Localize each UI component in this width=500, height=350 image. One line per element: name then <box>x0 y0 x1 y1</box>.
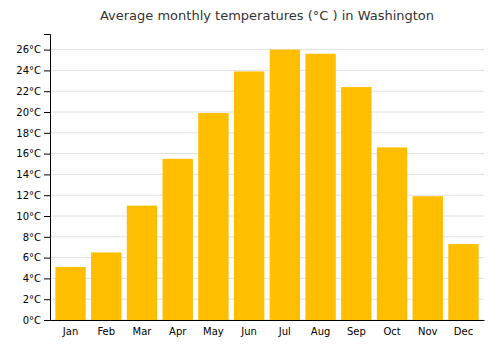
x-tick-label: Feb <box>97 326 115 337</box>
y-tick-label: 10°C <box>16 211 41 222</box>
chart-container: 0°C 2°C 4°C 6°C 8°C 10°C 12°C 14°C 16°C 18°C 20°C 2… <box>0 0 500 350</box>
grid-line <box>50 153 484 154</box>
bars <box>55 50 478 320</box>
bar <box>55 267 85 320</box>
y-tick: 8°C <box>23 232 50 243</box>
grid <box>50 50 484 320</box>
grid-line <box>50 132 484 133</box>
x-tick: Oct <box>383 320 400 337</box>
y-tick-label: 24°C <box>16 65 41 76</box>
y-tick-mark <box>44 195 50 196</box>
y-tick-label: 4°C <box>23 273 41 284</box>
y-tick: 6°C <box>23 252 50 263</box>
x-tick: Aug <box>311 320 331 337</box>
y-tick: 22°C <box>16 86 50 97</box>
y-tick-label: 22°C <box>16 86 41 97</box>
y-tick: 18°C <box>16 128 50 139</box>
bar <box>448 244 478 320</box>
x-tick: Feb <box>97 320 115 337</box>
x-tick: Jun <box>240 320 257 337</box>
bar <box>91 252 121 320</box>
y-tick-label: 18°C <box>16 128 41 139</box>
x-tick: Mar <box>133 320 153 337</box>
y-tick: 16°C <box>16 148 50 159</box>
x-tick-label: Aug <box>311 326 331 337</box>
x-tick-label: Sep <box>347 326 366 337</box>
y-tick: 20°C <box>16 107 50 118</box>
y-tick: 24°C <box>16 65 50 76</box>
x-tick-label: Mar <box>133 326 153 337</box>
y-tick-mark <box>44 70 50 71</box>
y-tick-mark <box>44 320 50 321</box>
x-axis: Jan Feb Mar Apr May Jun Jul Aug Sep Oct Nov Dec <box>51 320 485 337</box>
y-tick-mark <box>44 50 50 51</box>
y-tick-label: 14°C <box>16 169 41 180</box>
x-axis-line <box>51 320 485 321</box>
y-axis: 0°C 2°C 4°C 6°C 8°C 10°C 12°C 14°C 16°C 18°C 20°C 2… <box>16 35 50 326</box>
y-tick-label: 26°C <box>16 44 41 55</box>
grid-line <box>50 91 484 92</box>
x-tick: Dec <box>454 320 473 337</box>
chart-svg: 0°C 2°C 4°C 6°C 8°C 10°C 12°C 14°C 16°C 18°C 20°C 2… <box>0 0 500 350</box>
y-tick: 4°C <box>23 273 50 284</box>
grid-line <box>50 112 484 113</box>
bar <box>198 113 228 320</box>
y-tick-label: 16°C <box>16 148 41 159</box>
y-tick-label: 8°C <box>23 232 41 243</box>
grid-line <box>50 70 484 71</box>
bar <box>377 147 407 320</box>
bar <box>163 159 193 320</box>
bar <box>341 87 371 320</box>
y-tick: 12°C <box>16 190 50 201</box>
grid-line <box>50 49 484 50</box>
x-tick-label: Jun <box>240 326 257 337</box>
bar <box>305 54 335 320</box>
title: Average monthly temperatures (°C ) in Wa… <box>100 8 434 23</box>
y-axis-line <box>44 35 51 321</box>
y-tick-mark <box>44 133 50 134</box>
y-tick-label: 20°C <box>16 107 41 118</box>
y-tick: 26°C <box>16 44 50 55</box>
y-tick: 2°C <box>23 294 50 305</box>
bar <box>413 196 443 320</box>
x-tick: Sep <box>347 320 366 337</box>
x-tick: Jan <box>62 320 78 337</box>
bar <box>234 71 264 320</box>
y-tick: 14°C <box>16 169 50 180</box>
x-tick: Nov <box>418 320 438 337</box>
y-tick-mark <box>44 91 50 92</box>
y-tick: 10°C <box>16 211 50 222</box>
y-tick-mark <box>44 258 50 259</box>
x-tick-label: Apr <box>169 326 187 337</box>
grid-line <box>50 195 484 196</box>
grid-line <box>50 174 484 175</box>
y-tick-mark <box>44 278 50 279</box>
bar <box>270 50 300 320</box>
x-tick: Apr <box>169 320 187 337</box>
x-tick-label: Dec <box>454 326 473 337</box>
y-tick-label: 0°C <box>23 315 41 326</box>
y-tick-mark <box>44 112 50 113</box>
y-tick-label: 12°C <box>16 190 41 201</box>
x-tick-label: May <box>203 326 224 337</box>
x-tick-label: Oct <box>383 326 400 337</box>
x-tick-label: Jan <box>62 326 78 337</box>
plot-area: 0°C 2°C 4°C 6°C 8°C 10°C 12°C 14°C 16°C 18°C 20°C 2… <box>16 35 484 338</box>
y-tick-mark <box>44 237 50 238</box>
x-tick-label: Nov <box>418 326 438 337</box>
x-tick: May <box>203 320 224 337</box>
y-tick-mark <box>44 216 50 217</box>
y-tick: 0°C <box>23 315 50 326</box>
x-tick-label: Jul <box>278 326 291 337</box>
y-tick-label: 2°C <box>23 294 41 305</box>
y-tick-label: 6°C <box>23 252 41 263</box>
bar <box>127 206 157 320</box>
y-tick-mark <box>44 299 50 300</box>
x-tick: Jul <box>278 320 291 337</box>
y-tick-mark <box>44 174 50 175</box>
y-tick-mark <box>44 154 50 155</box>
